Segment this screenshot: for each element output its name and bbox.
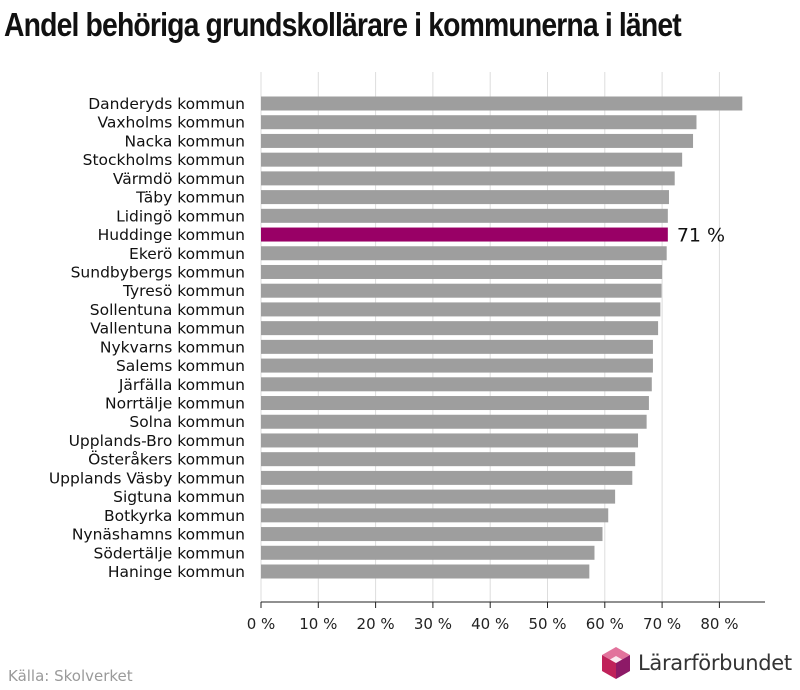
- bar: [261, 527, 603, 542]
- bar: [261, 321, 659, 336]
- bar-highlight: [261, 227, 668, 242]
- category-label: Nykvarns kommun: [100, 338, 245, 356]
- category-label: Täby kommun: [135, 189, 245, 207]
- bar: [261, 302, 661, 317]
- category-label: Värmdö kommun: [113, 170, 245, 188]
- bar: [261, 264, 663, 279]
- bar: [261, 246, 667, 261]
- category-label: Tyresö kommun: [122, 282, 245, 300]
- category-label: Lidingö kommun: [116, 207, 245, 225]
- x-tick-label: 20 %: [357, 615, 395, 633]
- category-label: Södertälje kommun: [94, 544, 245, 562]
- category-label: Danderyds kommun: [88, 95, 245, 113]
- bar: [261, 96, 743, 111]
- category-label: Upplands-Bro kommun: [69, 432, 245, 450]
- bar: [261, 190, 669, 205]
- bar: [261, 433, 639, 448]
- bar: [261, 115, 697, 130]
- category-label: Sigtuna kommun: [113, 488, 245, 506]
- bars: [261, 96, 743, 579]
- bar: [261, 358, 653, 373]
- category-label: Nacka kommun: [125, 132, 246, 150]
- source-note: Källa: Skolverket: [8, 667, 133, 685]
- x-tick-label: 50 %: [528, 615, 566, 633]
- bar: [261, 564, 590, 579]
- bar: [261, 283, 662, 298]
- category-label: Sollentuna kommun: [90, 301, 245, 319]
- grid-lines: [260, 72, 720, 602]
- category-label: Vallentuna kommun: [90, 320, 245, 338]
- x-tick-label: 10 %: [299, 615, 337, 633]
- category-label: Upplands Väsby kommun: [49, 469, 245, 487]
- category-label: Nynäshamns kommun: [72, 526, 245, 544]
- x-tick-label: 80 %: [700, 615, 738, 633]
- bar: [261, 208, 668, 223]
- category-label: Haninge kommun: [108, 563, 245, 581]
- bar: [261, 489, 616, 504]
- bar: [261, 152, 683, 167]
- x-tick-label: 0 %: [247, 615, 276, 633]
- category-label: Stockholms kommun: [83, 151, 245, 169]
- chart-title: Andel behöriga grundskollärare i kommune…: [4, 6, 682, 43]
- x-axis: 0 % 10 % 20 % 30 % 40 % 50 % 60 % 70 % 80 %: [247, 601, 765, 633]
- bar: [261, 470, 633, 485]
- category-label: Österåkers kommun: [88, 450, 245, 469]
- bar: [261, 508, 609, 523]
- bar: [261, 545, 595, 560]
- brand-hexagon-icon: [602, 647, 630, 679]
- category-label: Ekerö kommun: [129, 245, 245, 263]
- bar: [261, 452, 636, 467]
- brand-logo: Lärarförbundet: [600, 646, 792, 680]
- bar: [261, 414, 647, 429]
- category-label: Sundbybergs kommun: [71, 263, 245, 281]
- category-label: Järfälla kommun: [118, 376, 245, 394]
- x-tick-label: 40 %: [471, 615, 509, 633]
- x-tick-label: 30 %: [414, 615, 452, 633]
- bar: [261, 133, 694, 148]
- category-label: Salems kommun: [116, 357, 245, 375]
- category-label: Vaxholms kommun: [97, 114, 245, 132]
- bar: [261, 396, 649, 411]
- category-label: Huddinge kommun: [98, 226, 245, 244]
- x-tick-label: 60 %: [586, 615, 624, 633]
- category-label: Botkyrka kommun: [104, 507, 245, 525]
- bar: [261, 171, 675, 186]
- category-label: Norrtälje kommun: [105, 395, 245, 413]
- brand-name: Lärarförbundet: [638, 651, 792, 675]
- highlight-value-label: 71 %: [677, 225, 725, 247]
- x-tick-label: 70 %: [643, 615, 681, 633]
- bar: [261, 339, 653, 354]
- bar: [261, 377, 652, 392]
- category-label: Solna kommun: [129, 413, 245, 431]
